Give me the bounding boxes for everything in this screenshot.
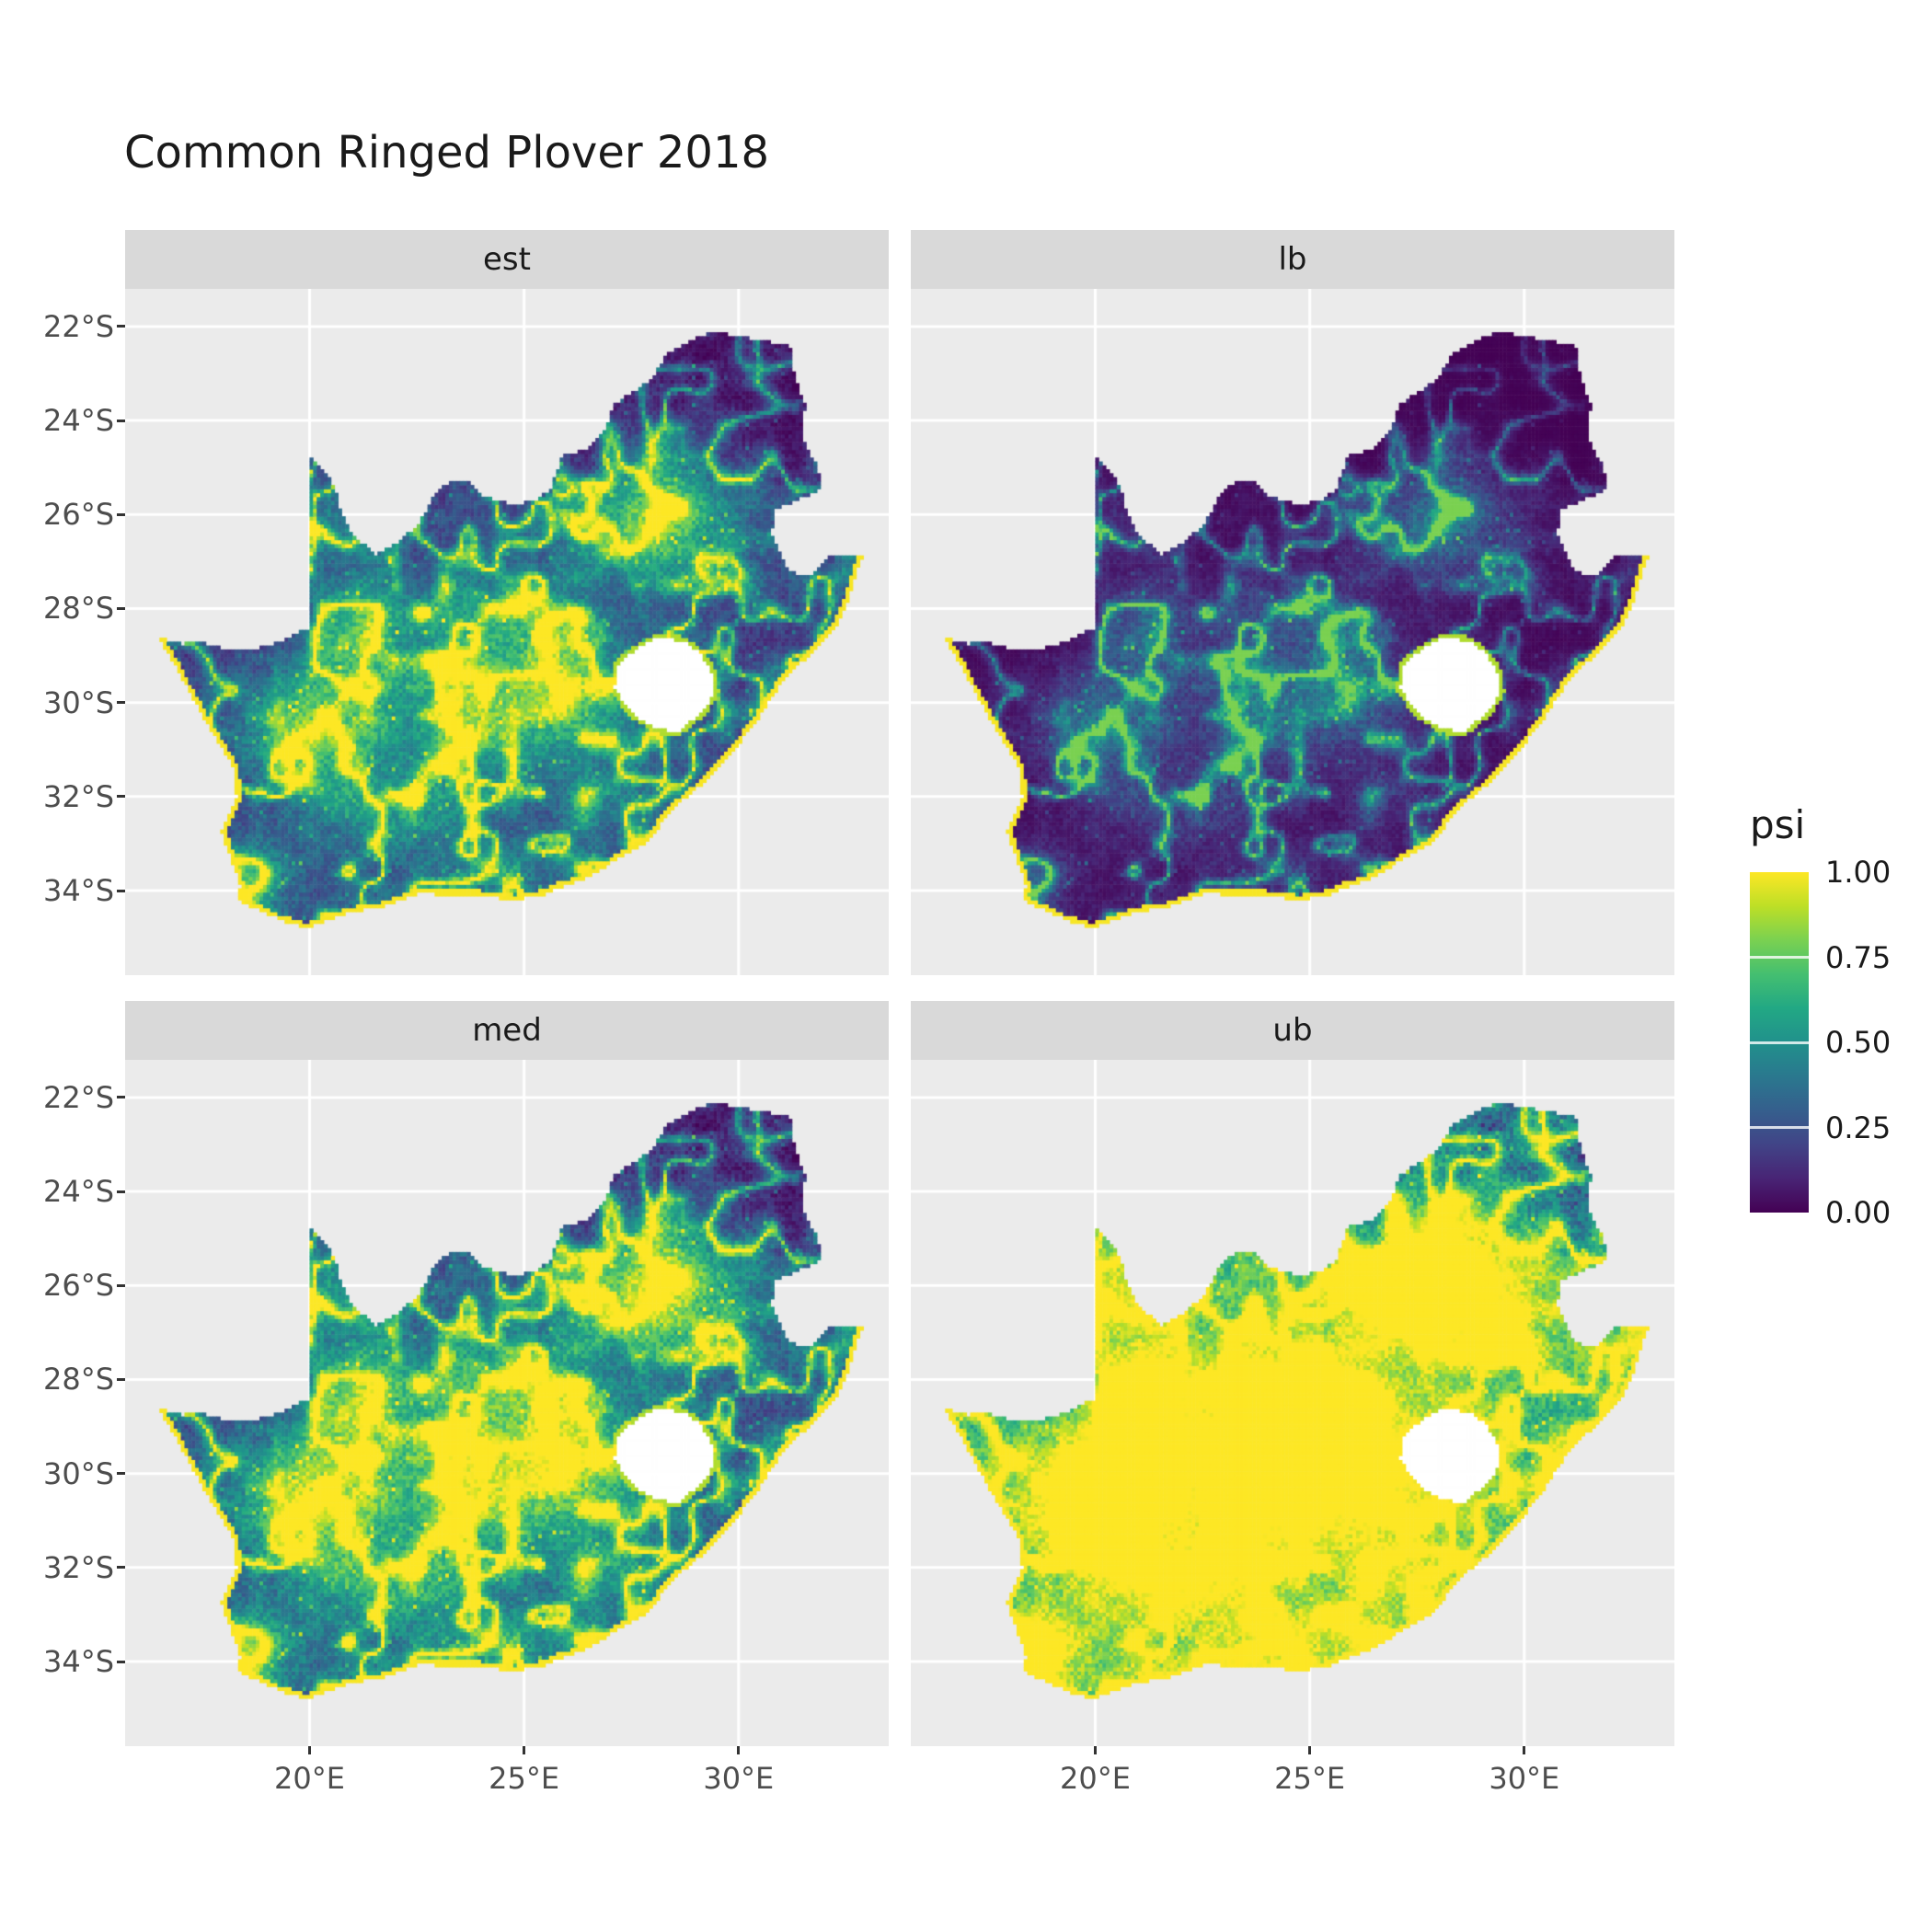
y-axis-label: 22°S: [42, 308, 114, 344]
figure-title: Common Ringed Plover 2018: [124, 127, 770, 178]
y-tick-mark: [117, 512, 125, 516]
x-axis-label: 25°E: [489, 1761, 560, 1796]
y-axis-label: 22°S: [42, 1079, 114, 1115]
facet-strip-label-med: med: [472, 1012, 542, 1049]
x-tick-mark: [1308, 1746, 1312, 1754]
facet-map-ub: [911, 1060, 1674, 1746]
facet-map-lb: [911, 289, 1674, 975]
y-tick-mark: [117, 1566, 125, 1570]
y-tick-mark: [117, 606, 125, 610]
x-axis-label: 25°E: [1274, 1761, 1346, 1796]
y-tick-mark: [117, 1660, 125, 1663]
y-tick-mark: [117, 795, 125, 799]
legend-tick-mark: [1750, 1041, 1809, 1044]
x-tick-mark: [1523, 1746, 1526, 1754]
y-axis-label: 28°S: [42, 1362, 114, 1397]
y-axis-label: 24°S: [42, 1174, 114, 1210]
facet-strip-label-est: est: [483, 241, 531, 278]
legend-tick-label: 0.00: [1825, 1195, 1892, 1230]
legend-tick-label: 0.25: [1825, 1110, 1892, 1145]
y-axis-label: 24°S: [42, 403, 114, 439]
y-tick-mark: [117, 701, 125, 705]
facet-strip-med: med: [125, 1001, 889, 1060]
x-axis-label: 20°E: [1060, 1761, 1131, 1796]
x-tick-mark: [737, 1746, 741, 1754]
y-tick-mark: [117, 419, 125, 422]
facet-strip-lb: lb: [911, 230, 1674, 289]
facet-strip-label-lb: lb: [1278, 241, 1307, 278]
facet-strip-ub: ub: [911, 1001, 1674, 1060]
y-axis-label: 34°S: [42, 1644, 114, 1680]
y-tick-mark: [117, 1283, 125, 1287]
x-axis-label: 30°E: [703, 1761, 775, 1796]
y-axis-label: 30°S: [42, 1455, 114, 1491]
x-tick-mark: [1094, 1746, 1097, 1754]
legend-tick-label: 0.75: [1825, 939, 1892, 975]
y-axis-label: 26°S: [42, 497, 114, 533]
x-axis-label: 30°E: [1489, 1761, 1560, 1796]
x-tick-mark: [523, 1746, 526, 1754]
x-axis-label: 20°E: [274, 1761, 345, 1796]
x-tick-mark: [308, 1746, 311, 1754]
y-axis-label: 30°S: [42, 684, 114, 720]
y-tick-mark: [117, 1096, 125, 1099]
facet-map-med: [125, 1060, 889, 1746]
facet-strip-label-ub: ub: [1272, 1012, 1313, 1049]
legend-colorbar: [1750, 872, 1809, 1213]
y-axis-label: 28°S: [42, 591, 114, 627]
y-tick-mark: [117, 889, 125, 892]
facet-strip-est: est: [125, 230, 889, 289]
legend-tick-mark: [1750, 956, 1809, 959]
legend-title: psi: [1750, 802, 1806, 847]
y-axis-label: 32°S: [42, 1549, 114, 1585]
y-axis-label: 32°S: [42, 778, 114, 814]
legend-tick-label: 0.50: [1825, 1025, 1892, 1060]
y-tick-mark: [117, 1190, 125, 1193]
legend-tick-label: 1.00: [1825, 855, 1892, 890]
legend-tick-mark: [1750, 1126, 1809, 1129]
y-tick-mark: [117, 1377, 125, 1381]
facet-map-est: [125, 289, 889, 975]
y-axis-label: 34°S: [42, 873, 114, 909]
y-tick-mark: [117, 1472, 125, 1476]
y-axis-label: 26°S: [42, 1268, 114, 1304]
y-tick-mark: [117, 325, 125, 328]
